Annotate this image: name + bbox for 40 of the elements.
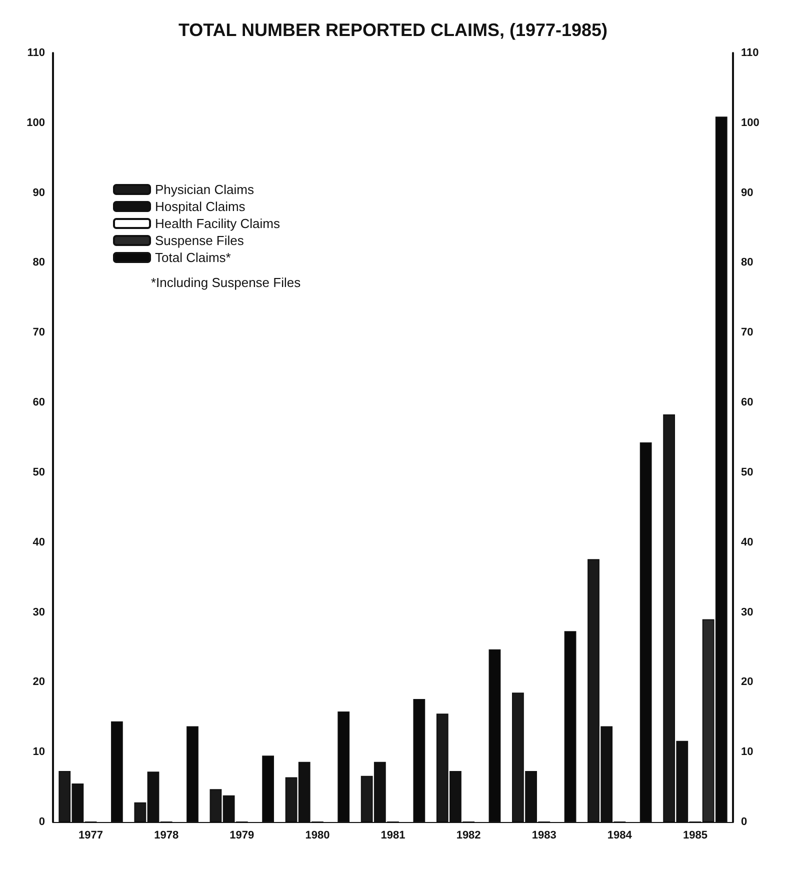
x-tick-label: 1982 [456, 830, 481, 842]
y2-tick-label: 80 [741, 256, 754, 269]
y-tick-label: 110 [27, 47, 45, 59]
y2-tick-label: 90 [741, 186, 754, 199]
y2-tick-label: 30 [741, 606, 754, 618]
x-tick-label: 1984 [607, 830, 633, 842]
y-tick-label: 30 [32, 606, 45, 618]
x-tick-label: 1978 [154, 830, 179, 842]
annotation: *Including Suspense Files [151, 275, 302, 290]
y-tick-label: 70 [32, 326, 45, 339]
y-tick-label: 0 [38, 816, 45, 828]
legend-label: Hospital Claims [155, 199, 246, 214]
y-tick-label: 80 [32, 256, 45, 269]
y-tick-label: 40 [32, 536, 45, 548]
legend-label: Total Claims* [155, 250, 231, 265]
x-tick-label: 1981 [380, 830, 406, 842]
y-tick-label: 50 [32, 466, 45, 478]
x-tick-label: 1979 [230, 830, 254, 842]
y2-tick-label: 70 [741, 326, 754, 339]
y-tick-label: 90 [32, 186, 45, 199]
y2-tick-label: 10 [741, 746, 754, 758]
y2-tick-label: 0 [741, 816, 748, 828]
y2-tick-label: 50 [741, 466, 754, 478]
y-tick-label: 100 [26, 116, 45, 129]
x-tick-label: 1980 [305, 830, 330, 842]
y2-tick-label: 110 [741, 47, 759, 59]
y-tick-label: 60 [32, 396, 45, 409]
x-tick-label: 1985 [682, 830, 708, 842]
y-tick-label: 20 [32, 676, 45, 688]
y-tick-label: 10 [32, 746, 45, 758]
x-tick-label: 1977 [78, 830, 104, 842]
chart-title: TOTAL NUMBER REPORTED CLAIMS, (1977-1985) [178, 20, 608, 40]
y2-tick-label: 40 [741, 536, 754, 548]
y2-tick-label: 60 [741, 396, 754, 409]
x-tick-label: 1983 [532, 830, 556, 842]
legend-label: Health Facility Claims [155, 216, 280, 231]
legend-label: Physician Claims [155, 182, 254, 197]
y2-tick-label: 100 [741, 116, 760, 129]
y2-tick-label: 20 [741, 676, 754, 688]
legend-label: Suspense Files [155, 233, 244, 248]
